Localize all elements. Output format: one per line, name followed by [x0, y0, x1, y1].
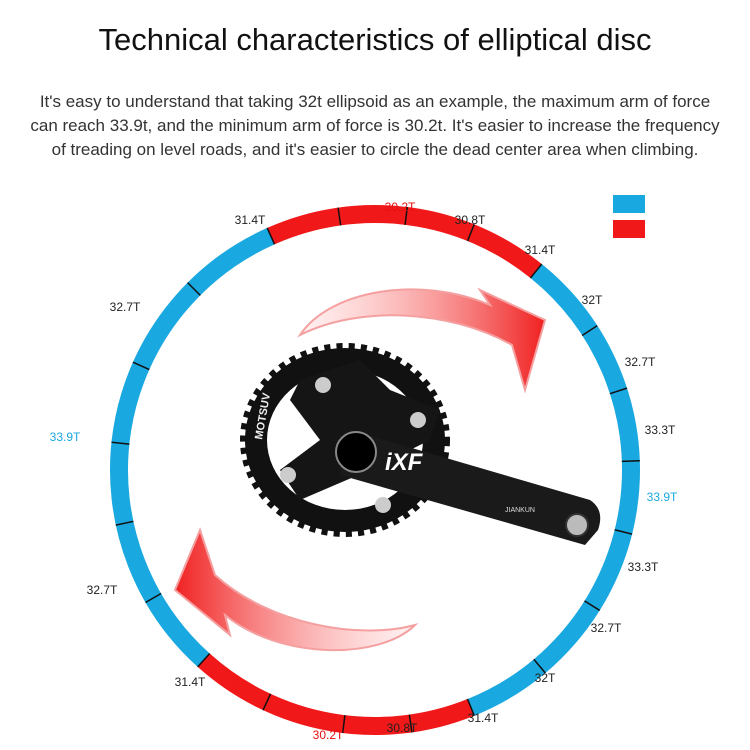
crankset-image: MOTSUV iXF JIANKUN: [240, 343, 601, 545]
crank-small-text: JIANKUN: [505, 507, 535, 514]
ring-tick: [581, 325, 598, 337]
ring-label: 31.4T: [524, 243, 556, 257]
ring-label: 31.4T: [234, 213, 266, 227]
ring-tick: [609, 387, 628, 395]
ring-label: 32.7T: [109, 300, 141, 314]
page-title: Technical characteristics of elliptical …: [98, 22, 652, 57]
ring-segment-red: [197, 653, 475, 735]
ring-label: 33.9T: [49, 430, 81, 444]
ring-tick: [466, 224, 475, 242]
ring-tick: [621, 460, 640, 463]
ring-tick: [404, 206, 409, 225]
ring-tick: [614, 529, 633, 535]
ring-tick: [115, 520, 134, 526]
ring-label: 32.7T: [590, 621, 622, 635]
ring-tick: [584, 600, 601, 612]
ring-tick: [132, 361, 150, 371]
ring-label: 32T: [581, 293, 603, 307]
ring-tick: [111, 441, 130, 445]
ring-tick: [529, 263, 543, 279]
arrow-top-icon: [297, 287, 547, 394]
ring-tick: [197, 653, 211, 668]
ring-label: 30.8T: [454, 213, 486, 227]
ring-segment-blue: [110, 227, 275, 667]
ring-tick: [145, 592, 162, 604]
ring-label: 31.4T: [174, 675, 206, 689]
ring-tick: [337, 207, 342, 226]
legend-swatch-red: [613, 220, 645, 238]
arrow-bottom-icon: [173, 527, 419, 652]
crank-brand-text: iXF: [385, 449, 424, 476]
ring-tick: [266, 227, 276, 245]
ring-tick: [466, 698, 475, 716]
ring-tick: [341, 715, 346, 734]
ring-tick: [262, 693, 272, 711]
ring-tick: [408, 714, 413, 733]
ring-tick: [187, 282, 201, 296]
ring-ticks: [111, 206, 640, 734]
ring-label: 33.3T: [644, 423, 676, 437]
ring-label: 31.4T: [467, 711, 499, 725]
ring-label: 30.2T: [384, 200, 416, 214]
ring-label: 33.9T: [646, 490, 678, 504]
ring-label: 33.3T: [627, 560, 659, 574]
ring-label: 30.2T: [312, 728, 344, 742]
ring-tick: [533, 658, 546, 674]
ring-segment-red: [267, 205, 542, 279]
description: It's easy to understand that taking 32t …: [30, 92, 720, 159]
ring-label: 32.7T: [86, 583, 118, 597]
ring-label: 32.7T: [624, 355, 656, 369]
ring-label: 32T: [534, 671, 556, 685]
ring-label: 30.8T: [386, 721, 418, 735]
legend-swatch-blue: [613, 195, 645, 213]
